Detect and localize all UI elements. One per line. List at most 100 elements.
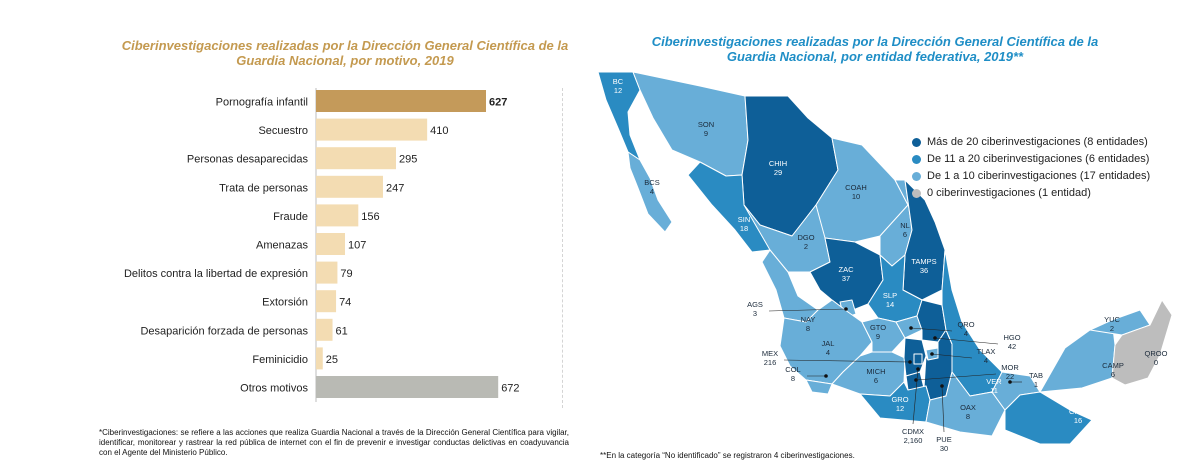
bar-chart-title: Ciberinvestigaciones realizadas por la D…: [121, 38, 569, 68]
bar-category-label: Extorsión: [262, 297, 308, 309]
legend-item: De 1 a 10 ciberinvestigaciones (17 entid…: [912, 168, 1150, 185]
state-label: BCS: [644, 178, 659, 187]
state-label: SIN: [738, 215, 751, 224]
state-value: 8: [806, 324, 810, 333]
legend-label: 0 ciberinvestigaciones (1 entidad): [927, 187, 1091, 199]
state-label: COL: [785, 365, 800, 374]
callout-dot: [933, 336, 937, 340]
legend-item: Más de 20 ciberinvestigaciones (8 entida…: [912, 134, 1150, 151]
state-gro: [859, 381, 931, 423]
callout-dot: [930, 352, 934, 356]
callout-line: [915, 373, 997, 381]
state-value: 3: [753, 309, 757, 318]
state-value: 16: [1074, 416, 1082, 425]
state-value: 11: [990, 386, 998, 395]
state-label: SLP: [883, 291, 897, 300]
state-value: 22: [1006, 372, 1014, 381]
bar-value-label: 295: [399, 154, 417, 166]
state-value: 2,160: [904, 436, 923, 445]
state-gto: [861, 317, 906, 353]
state-label: QRO: [957, 320, 974, 329]
map-title: Ciberinvestigaciones realizadas por la D…: [651, 34, 1099, 64]
footnote-definition: *Ciberinvestigaciones: se refiere a las …: [99, 428, 569, 457]
state-label: CDMX: [902, 427, 924, 436]
legend-swatch-dark: [912, 138, 921, 147]
state-label: TAMPS: [911, 257, 936, 266]
bar: [316, 233, 346, 255]
state-son: [632, 71, 749, 177]
callout-dot: [1008, 380, 1012, 384]
bar: [316, 376, 499, 398]
state-value: 6: [1111, 370, 1115, 379]
bar: [316, 261, 338, 284]
state-label: TLAX: [977, 347, 996, 356]
footnote-not-identified: **En la categoría “No identificado” se r…: [600, 451, 855, 460]
state-label: YUC: [1104, 315, 1120, 324]
legend-item: De 11 a 20 ciberinvestigaciones (6 entid…: [912, 151, 1150, 168]
callout-dot: [909, 326, 913, 330]
state-label: CAMP: [1102, 361, 1124, 370]
bar: [316, 147, 396, 170]
state-cdmx: [913, 353, 923, 365]
bar: [316, 175, 383, 198]
state-label: PUE: [936, 435, 951, 444]
state-value: 6: [874, 376, 878, 385]
state-label: SON: [698, 120, 714, 129]
legend-swatch-light: [912, 172, 921, 181]
state-value: 14: [886, 300, 894, 309]
callout-line: [912, 368, 919, 425]
callout-dot: [844, 307, 848, 311]
state-value: 6: [903, 230, 907, 239]
state-label: HGO: [1003, 333, 1020, 342]
state-value: 4: [650, 187, 654, 196]
callout-line: [931, 353, 973, 359]
state-tamps: [902, 179, 946, 301]
bar-value-label: 672: [501, 383, 519, 395]
callout-dot: [916, 367, 920, 371]
callout-line: [768, 308, 847, 312]
state-qroo: [1111, 299, 1173, 386]
state-label: MOR: [1001, 363, 1019, 372]
state-chis: [1004, 391, 1093, 445]
state-value: 8: [966, 412, 970, 421]
bar-value-label: 410: [430, 125, 448, 137]
state-value: 1: [1034, 380, 1038, 389]
bar-value-label: 74: [339, 297, 351, 309]
bar-category-label: Personas desaparecidas: [187, 154, 309, 166]
bar: [316, 204, 359, 227]
state-label: JAL: [822, 339, 835, 348]
bar-value-label: 79: [340, 268, 352, 280]
callout-dot: [940, 384, 944, 388]
state-value: 29: [774, 168, 782, 177]
state-value: 18: [740, 224, 748, 233]
state-label: COAH: [845, 183, 867, 192]
divider: [562, 88, 563, 408]
callout-line: [934, 337, 999, 345]
legend-swatch-gray: [912, 189, 921, 198]
bar-value-label: 156: [361, 211, 379, 223]
state-value: 4: [964, 329, 968, 338]
state-col: [805, 379, 833, 395]
legend-label: Más de 20 ciberinvestigaciones (8 entida…: [927, 136, 1148, 148]
bar: [316, 90, 486, 112]
callout-line: [941, 385, 945, 433]
state-label: ZAC: [839, 265, 855, 274]
callout-line: [910, 327, 953, 332]
state-value: 12: [896, 404, 904, 413]
bar-value-label: 107: [348, 240, 366, 252]
state-value: 8: [791, 374, 795, 383]
state-label: OAX: [960, 403, 976, 412]
bar-category-label: Fraude: [273, 211, 308, 223]
state-label: CHIH: [769, 159, 787, 168]
state-value: 30: [940, 444, 948, 453]
legend-label: De 1 a 10 ciberinvestigaciones (17 entid…: [927, 170, 1151, 182]
state-label: GRO: [891, 395, 908, 404]
state-bcs: [627, 151, 673, 233]
state-label: MEX: [762, 349, 778, 358]
state-value: 4: [826, 348, 830, 357]
legend-label: De 11 a 20 ciberinvestigaciones (6 entid…: [927, 153, 1150, 165]
state-label: DGO: [797, 233, 814, 242]
callout-dot: [908, 360, 912, 364]
state-label: CHIS: [1069, 407, 1087, 416]
